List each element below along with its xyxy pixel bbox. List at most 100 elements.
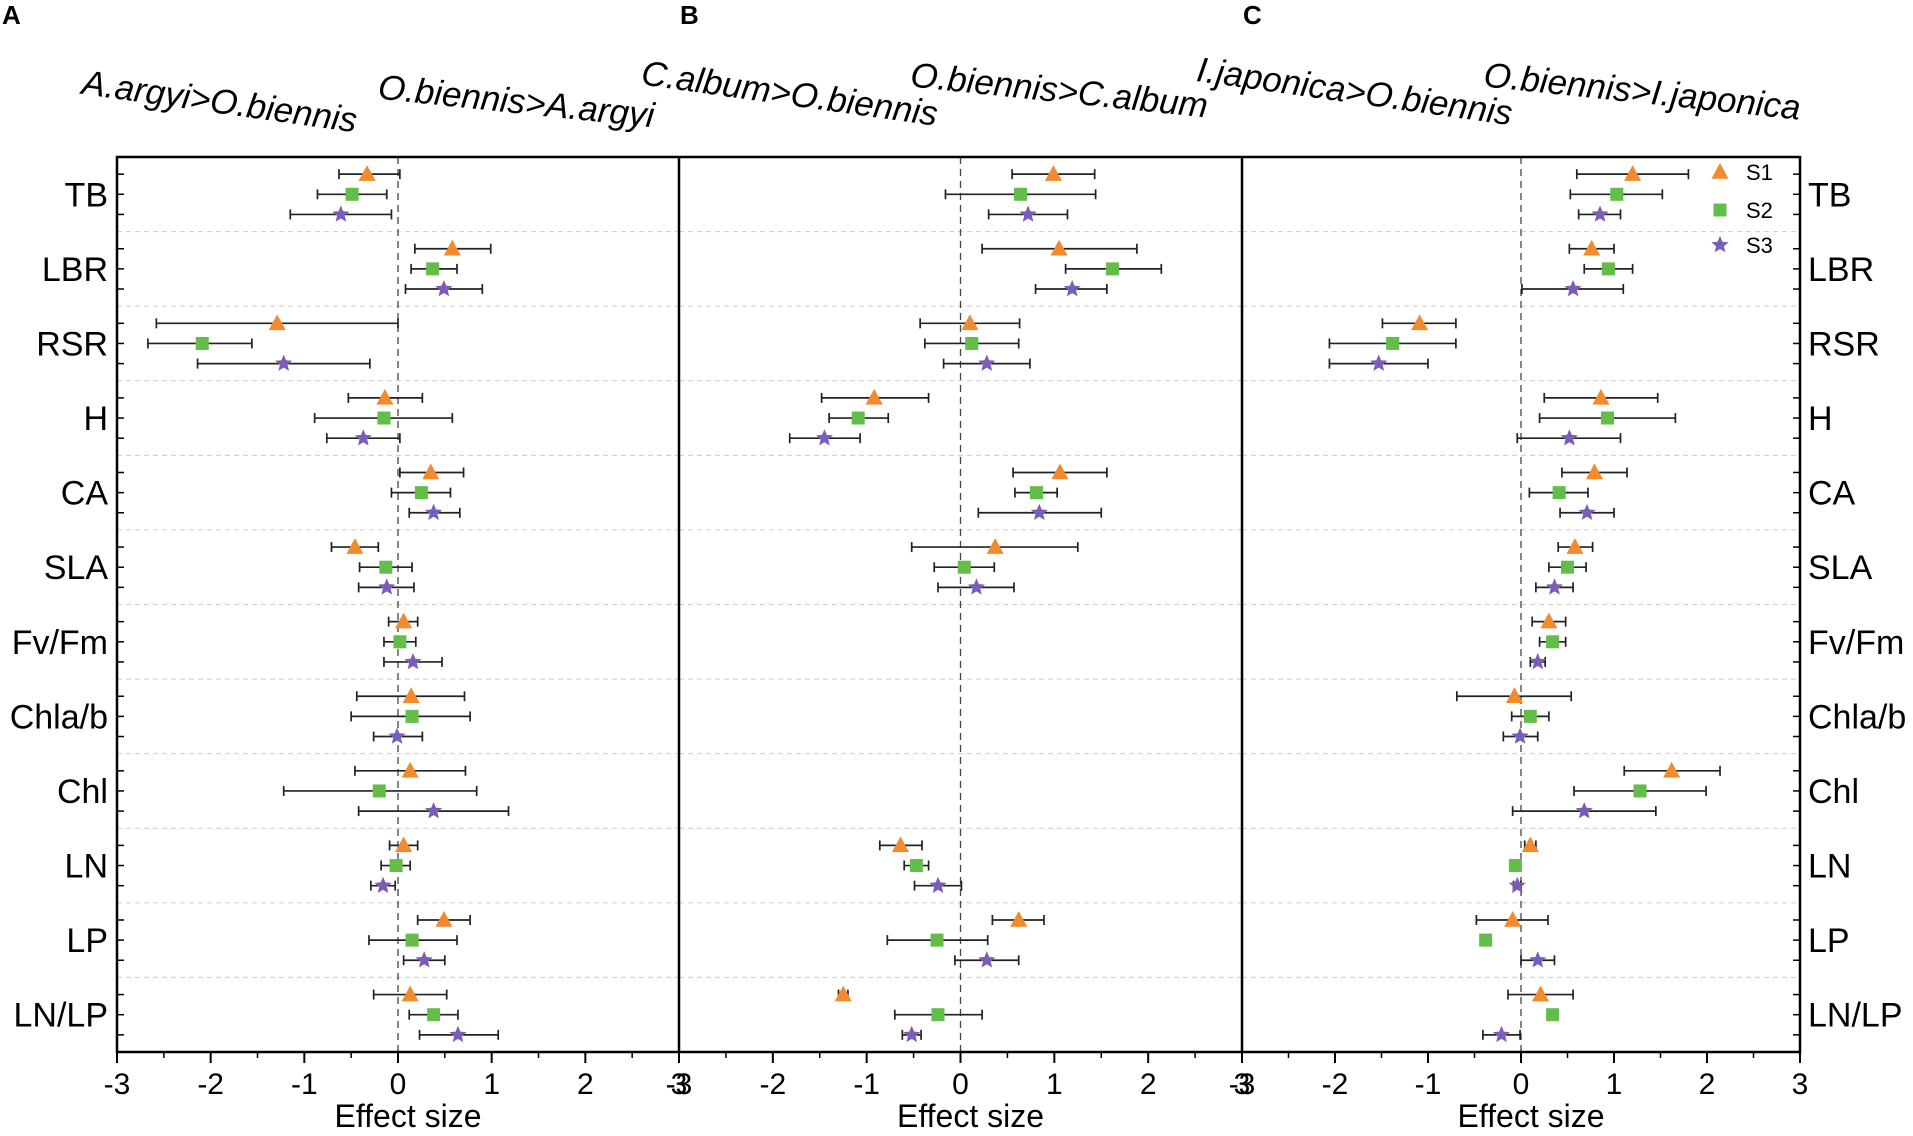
point-c-chla-b-s2 (1510, 709, 1550, 723)
point-c-sla-s2 (1548, 560, 1587, 574)
square-marker (426, 262, 440, 276)
point-c-chl-s1 (1623, 761, 1721, 778)
triangle-marker (1585, 463, 1604, 480)
point-a-lp-s1 (416, 910, 471, 927)
x-tick-label: -3 (104, 1068, 131, 1101)
triangle-marker (1411, 314, 1429, 331)
point-a-chl-s3 (357, 802, 510, 819)
point-c-h-s2 (1538, 411, 1677, 425)
point-b-lbr-s1 (981, 239, 1138, 256)
star-marker (1575, 802, 1593, 819)
star-marker (449, 1025, 467, 1043)
square-marker (909, 859, 923, 873)
point-b-ca-s1 (1012, 463, 1108, 480)
x-tick-label: 3 (1234, 1068, 1251, 1101)
star-marker (1529, 652, 1547, 670)
marks-layer (147, 165, 1721, 1043)
trait-label-right: LP (1808, 922, 1850, 960)
point-b-rsr-s2 (923, 336, 1020, 350)
point-c-lp-s3 (1520, 951, 1556, 968)
trait-label-left: H (83, 400, 108, 438)
point-a-lbr-s3 (404, 280, 484, 297)
square-marker (427, 1008, 441, 1022)
x-tick-label: 2 (1699, 1068, 1716, 1101)
triangle-marker (1663, 761, 1681, 778)
legend: S1 S2 S3 (1711, 160, 1773, 258)
triangle-marker (1566, 538, 1584, 554)
legend-star-marker (1711, 236, 1729, 253)
point-b-h-s1 (820, 388, 930, 405)
point-b-tb-s3 (987, 205, 1069, 222)
point-c-sla-s3 (1535, 578, 1574, 595)
triangle-marker (435, 910, 453, 927)
comparison-label-right: O.biennis>C.album (909, 56, 1210, 126)
trait-label-right: Fv/Fm (1808, 624, 1904, 662)
triangle-marker (395, 836, 413, 853)
point-a-lp-s3 (402, 951, 446, 968)
trait-label-right: Chla/b (1808, 698, 1906, 736)
point-b-ln-lp-s2 (893, 1008, 983, 1022)
point-c-fv-fm-s1 (1531, 612, 1567, 629)
square-marker (851, 411, 865, 425)
point-b-ca-s3 (977, 503, 1103, 520)
point-c-sla-s1 (1557, 538, 1594, 554)
x-tick-label: -3 (1229, 1068, 1256, 1101)
star-marker (275, 354, 293, 371)
triangle-marker (1051, 463, 1069, 480)
trait-label-left: LBR (42, 251, 108, 289)
point-a-sla-s3 (357, 578, 415, 595)
star-marker (929, 876, 947, 893)
point-c-fv-fm-s3 (1529, 652, 1547, 670)
point-a-chl-s1 (354, 761, 467, 778)
star-marker (378, 578, 396, 595)
trait-label-left: LN (65, 848, 108, 886)
square-marker (1601, 262, 1615, 276)
legend-triangle-marker (1711, 163, 1729, 179)
trait-label-left: LP (66, 922, 108, 960)
point-b-rsr-s3 (942, 354, 1031, 371)
point-b-ln-lp-s3 (901, 1025, 922, 1043)
point-a-lbr-s1 (414, 239, 492, 256)
star-marker (1529, 951, 1547, 968)
x-axis-title: Effect size (1457, 1098, 1604, 1134)
x-axis-title: Effect size (897, 1098, 1044, 1134)
square-marker (1633, 784, 1647, 798)
plot-frame (115, 155, 1802, 1054)
star-marker (967, 578, 985, 595)
square-marker (1523, 709, 1537, 723)
point-a-fv-fm-s1 (387, 612, 419, 629)
point-b-lp-s3 (954, 951, 1020, 968)
x-tick-label: 1 (1606, 1068, 1623, 1101)
star-marker (978, 951, 996, 968)
square-marker (345, 187, 359, 201)
point-b-tb-s1 (1011, 165, 1096, 181)
trait-label-left: Chl (57, 773, 108, 811)
square-marker (1030, 486, 1044, 500)
point-b-lbr-s3 (1034, 280, 1108, 297)
comparison-label-right: O.biennis>A.argyi (376, 68, 657, 136)
square-marker (1546, 635, 1560, 649)
square-marker (405, 709, 419, 723)
trait-label-right: TB (1808, 176, 1851, 214)
square-marker (957, 560, 971, 574)
point-a-chla-b-s3 (372, 727, 424, 744)
triangle-marker (1505, 687, 1524, 703)
point-a-rsr-s2 (147, 336, 253, 350)
point-a-chla-b-s2 (350, 709, 471, 723)
trait-label-right: Chl (1808, 773, 1859, 811)
point-a-rsr-s3 (196, 354, 371, 371)
triangle-marker (443, 239, 461, 256)
x-tick-label: -3 (666, 1068, 693, 1101)
star-marker (1564, 280, 1582, 297)
point-a-ln-s1 (388, 836, 419, 853)
trait-label-left: LN/LP (14, 997, 109, 1035)
trait-label-left: TB (65, 176, 108, 214)
point-b-sla-s2 (933, 560, 996, 574)
point-a-ln-s3 (369, 876, 397, 893)
point-a-ln-lp-s1 (372, 985, 448, 1002)
point-b-h-s2 (828, 411, 890, 425)
triangle-marker (986, 538, 1004, 554)
square-marker (1479, 933, 1493, 947)
point-a-ca-s2 (390, 486, 452, 500)
